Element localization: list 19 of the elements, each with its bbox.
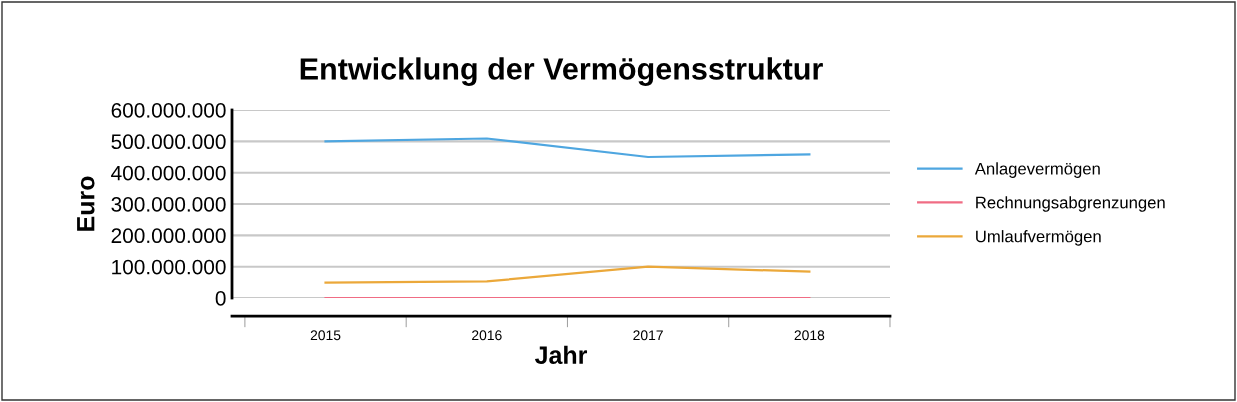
legend-label: Anlagevermögen [974, 162, 1100, 178]
legend-label: Rechnungsabgrenzungen [976, 196, 1165, 212]
chart-title: Entwicklung der Vermögensstruktur [300, 57, 823, 86]
legend-label: Umlaufvermögen [976, 230, 1101, 246]
line-series [324, 265, 811, 284]
y-tick-label: 300.000.000 [111, 197, 226, 212]
y-tick-label: 200.000.000 [111, 228, 226, 244]
x-axis-title: Jahr [534, 345, 588, 365]
line-series [324, 137, 811, 159]
x-tick-label: 2016 [472, 330, 502, 341]
x-tick-label: 2015 [310, 330, 341, 341]
y-tick-label: 0 [215, 291, 226, 306]
x-tick-label: 2017 [633, 330, 663, 341]
y-tick-label: 100.000.000 [112, 259, 226, 275]
y-tick-label: 400.000.000 [111, 165, 226, 181]
y-tick-label: 500.000.000 [111, 134, 226, 150]
x-tick-label: 2018 [794, 330, 825, 341]
y-tick-label: 600.000.000 [111, 103, 226, 118]
y-axis-title: Euro [77, 176, 95, 231]
